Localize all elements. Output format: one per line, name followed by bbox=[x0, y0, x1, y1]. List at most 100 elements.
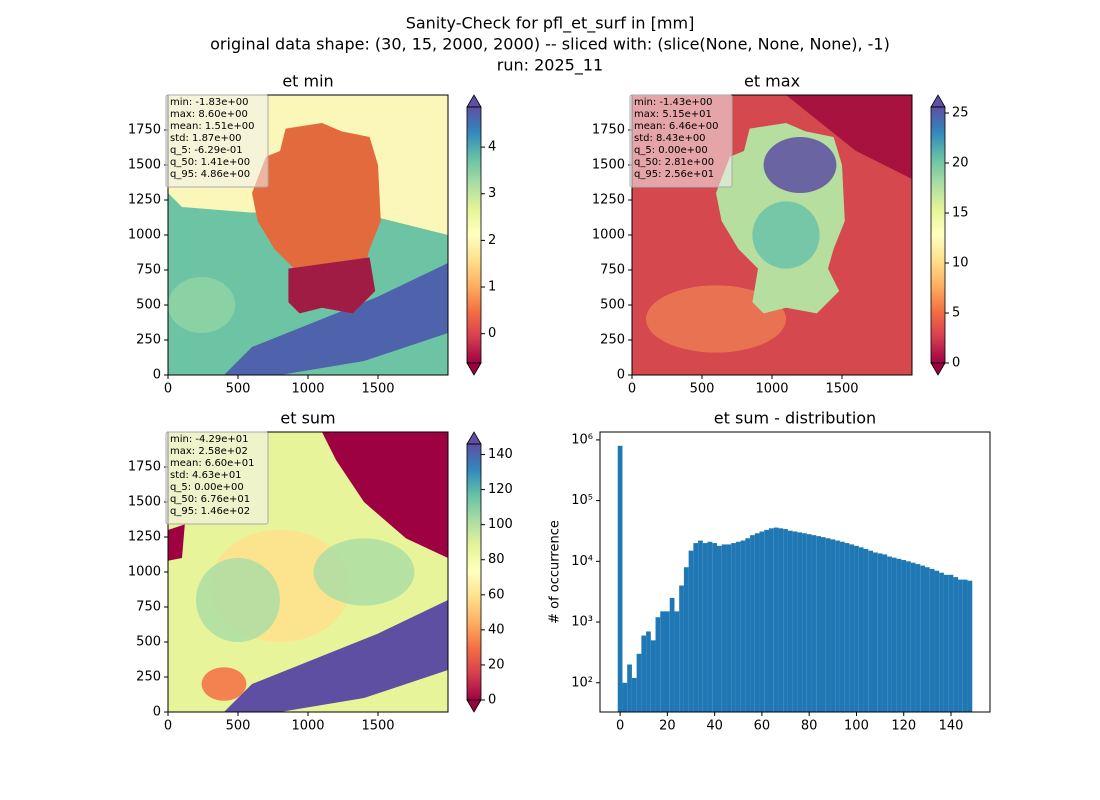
y-tick-label: 250 bbox=[136, 670, 161, 685]
histogram-bar bbox=[646, 631, 651, 712]
histogram-bar bbox=[617, 445, 623, 712]
colorbar-extend-top bbox=[466, 431, 482, 445]
map-region bbox=[313, 538, 415, 606]
map-region bbox=[763, 137, 837, 193]
stats-line: mean: 6.60e+01 bbox=[170, 458, 254, 469]
histogram-bar bbox=[802, 533, 807, 712]
histogram-bar bbox=[783, 529, 788, 712]
colorbar bbox=[931, 107, 945, 363]
y-tick-label: 1000 bbox=[128, 565, 161, 580]
stats-line: min: -1.43e+00 bbox=[634, 97, 713, 108]
histogram-bar bbox=[929, 568, 935, 712]
x-tick-label: 1500 bbox=[361, 719, 394, 734]
histogram-bar bbox=[660, 611, 665, 712]
colorbar-extend-top bbox=[466, 94, 482, 108]
x-tick-label: 80 bbox=[801, 719, 818, 734]
x-tick-label: 60 bbox=[754, 719, 771, 734]
colorbar-tick-label: 20 bbox=[488, 657, 505, 672]
histogram-bar bbox=[939, 572, 944, 712]
colorbar-tick-label: 140 bbox=[488, 447, 513, 462]
stats-line: std: 1.87e+00 bbox=[170, 133, 242, 144]
colorbar-tick-label: 60 bbox=[488, 587, 505, 602]
histogram-bar bbox=[769, 528, 774, 712]
map-region bbox=[646, 285, 786, 353]
stats-line: q_5: 0.00e+00 bbox=[170, 482, 244, 493]
colorbar-tick-label: 10 bbox=[952, 256, 969, 271]
stats-box bbox=[165, 431, 269, 525]
histogram-bar bbox=[806, 534, 812, 712]
x-tick-label: 0 bbox=[164, 382, 172, 397]
histogram-bar bbox=[717, 545, 722, 712]
map-region bbox=[224, 263, 448, 375]
histogram-bar bbox=[925, 567, 930, 712]
map-region bbox=[224, 600, 448, 712]
colorbar-frame bbox=[930, 106, 946, 364]
histogram-bar bbox=[868, 550, 873, 712]
x-tick-label: 0 bbox=[628, 382, 636, 397]
histogram-bar bbox=[962, 579, 968, 712]
histogram-bar bbox=[877, 553, 883, 712]
y-tick-label: 250 bbox=[600, 333, 625, 348]
histogram-bar bbox=[778, 528, 784, 712]
colorbar-extend-bottom bbox=[466, 699, 482, 713]
figure-subtitle: original data shape: (30, 15, 2000, 2000… bbox=[210, 35, 890, 54]
stats-line: q_50: 1.41e+00 bbox=[170, 157, 250, 168]
colorbar-tick-label: 80 bbox=[488, 552, 505, 567]
histogram-bar bbox=[735, 541, 741, 712]
histogram-bar bbox=[873, 552, 878, 712]
histogram-bar bbox=[887, 556, 892, 712]
histogram-bar bbox=[627, 664, 632, 712]
y-axis-label: # of occurrence bbox=[548, 520, 563, 624]
stats-line: min: -1.83e+00 bbox=[170, 97, 249, 108]
y-tick-label: 1750 bbox=[128, 460, 161, 475]
histogram-bar bbox=[764, 529, 769, 712]
map-region bbox=[201, 667, 247, 701]
stats-line: q_95: 1.46e+02 bbox=[170, 506, 250, 517]
histogram-bar bbox=[825, 538, 831, 712]
histogram-bar bbox=[740, 540, 746, 712]
histogram-bar bbox=[811, 535, 817, 712]
histogram-bar bbox=[797, 532, 803, 712]
y-tick-label: 1250 bbox=[128, 193, 161, 208]
x-tick-label: 1000 bbox=[755, 382, 788, 397]
y-tick-label: 1750 bbox=[128, 123, 161, 138]
histogram-bar bbox=[863, 548, 869, 712]
y-tick-label: 0 bbox=[153, 368, 161, 383]
histogram-bar bbox=[948, 574, 954, 712]
y-tick-label: 1750 bbox=[592, 123, 625, 138]
figure-run: run: 2025_11 bbox=[497, 56, 603, 76]
histogram-bar bbox=[958, 579, 963, 712]
y-tick-label: 10³ bbox=[571, 615, 593, 630]
axes-title: et sum bbox=[280, 409, 335, 428]
axes-title: et min bbox=[282, 72, 333, 91]
y-tick-label: 500 bbox=[136, 298, 161, 313]
axes-frame bbox=[599, 431, 991, 713]
colorbar-tick-label: 0 bbox=[488, 693, 496, 708]
histogram-bar bbox=[636, 653, 642, 712]
colorbar-tick-label: 5 bbox=[952, 306, 960, 321]
histogram-bar bbox=[891, 557, 897, 712]
histogram-bar bbox=[721, 544, 727, 712]
histogram-bar bbox=[702, 543, 708, 712]
colorbar-tick-label: 4 bbox=[488, 140, 496, 155]
colorbar-frame bbox=[466, 443, 482, 701]
stats-line: std: 8.43e+00 bbox=[634, 133, 706, 144]
histogram-bar bbox=[731, 543, 736, 712]
colorbar-tick-label: 2 bbox=[488, 233, 496, 248]
map-region bbox=[288, 257, 376, 314]
histogram-bar bbox=[707, 541, 713, 712]
map-region bbox=[168, 277, 236, 333]
colorbar bbox=[467, 107, 481, 363]
histogram-bar bbox=[849, 544, 855, 712]
x-tick-label: 500 bbox=[690, 382, 715, 397]
colorbar-tick-label: 20 bbox=[952, 156, 969, 171]
y-tick-label: 1500 bbox=[128, 495, 161, 510]
colorbar-frame bbox=[466, 106, 482, 364]
histogram-bar bbox=[641, 635, 647, 712]
stats-line: std: 4.63e+01 bbox=[170, 470, 242, 481]
histogram-bar bbox=[896, 558, 902, 712]
histogram-bar bbox=[906, 561, 911, 712]
histogram-bar bbox=[882, 554, 888, 712]
colorbar bbox=[467, 444, 481, 700]
